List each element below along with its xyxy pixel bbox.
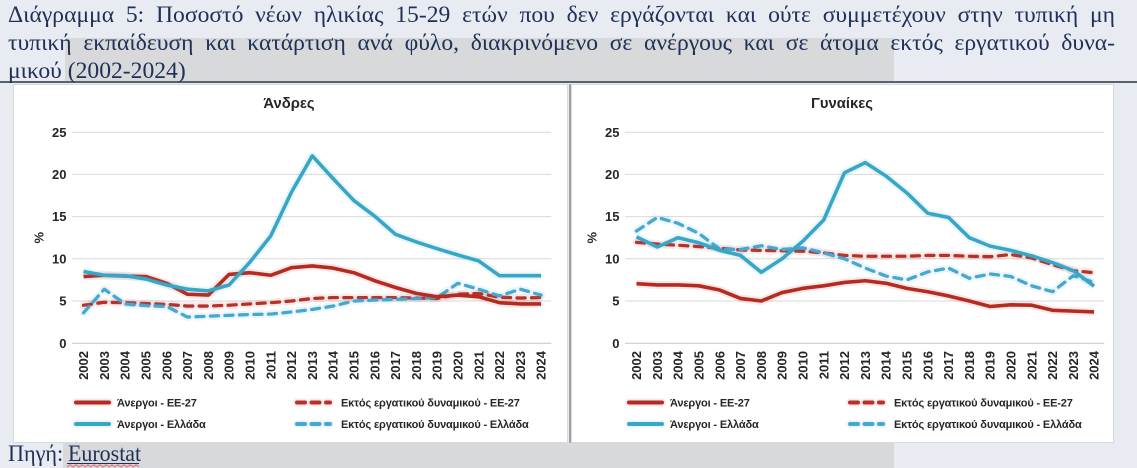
svg-text:2005: 2005 [692,351,707,380]
svg-text:2005: 2005 [139,351,154,380]
svg-text:Άνδρες: Άνδρες [263,96,315,112]
svg-text:2008: 2008 [754,351,769,380]
svg-text:Άνεργοι - ΕΕ-27: Άνεργοι - ΕΕ-27 [670,397,750,409]
svg-text:2018: 2018 [409,351,424,380]
svg-text:2010: 2010 [796,351,811,380]
svg-text:Εκτός εργατικού δυναμικού - ΕΕ: Εκτός εργατικού δυναμικού - ΕΕ-27 [341,397,520,409]
svg-text:2014: 2014 [326,350,341,380]
svg-text:10: 10 [605,251,619,266]
svg-text:2007: 2007 [180,351,195,380]
svg-text:2012: 2012 [284,351,299,380]
svg-text:2018: 2018 [962,351,977,380]
svg-text:2022: 2022 [1045,351,1060,380]
svg-text:2003: 2003 [650,351,665,380]
svg-text:Άνεργοι - Ελλάδα: Άνεργοι - Ελλάδα [117,419,206,431]
svg-text:2019: 2019 [430,351,445,380]
svg-text:2017: 2017 [388,351,403,380]
svg-text:25: 25 [605,125,619,140]
svg-text:2012: 2012 [837,351,852,380]
svg-text:2009: 2009 [775,351,790,380]
svg-text:25: 25 [52,125,66,140]
svg-text:2023: 2023 [513,351,528,380]
svg-text:2016: 2016 [920,351,935,380]
svg-text:2013: 2013 [305,351,320,380]
svg-text:Εκτός εργατικού δυναμικού - Ελ: Εκτός εργατικού δυναμικού - Ελλάδα [894,419,1082,431]
svg-text:15: 15 [52,209,66,224]
svg-text:2002: 2002 [76,351,91,380]
svg-text:2024: 2024 [534,350,549,380]
svg-text:2002: 2002 [629,351,644,380]
svg-text:2023: 2023 [1066,351,1081,380]
svg-text:2011: 2011 [263,351,278,379]
svg-text:2004: 2004 [118,350,133,380]
svg-text:20: 20 [605,167,619,182]
svg-text:2022: 2022 [492,351,507,380]
svg-text:2007: 2007 [733,351,748,380]
svg-text:2010: 2010 [243,351,258,380]
svg-text:2015: 2015 [347,351,362,380]
svg-text:2013: 2013 [858,351,873,380]
svg-text:2009: 2009 [222,351,237,380]
svg-text:2011: 2011 [816,351,831,379]
svg-text:2020: 2020 [1004,351,1019,380]
svg-text:2019: 2019 [983,351,998,380]
svg-text:Εκτός εργατικού δυναμικού - Ελ: Εκτός εργατικού δυναμικού - Ελλάδα [341,419,529,431]
svg-text:20: 20 [52,167,66,182]
svg-text:2006: 2006 [159,351,174,380]
svg-text:10: 10 [52,251,66,266]
svg-text:2015: 2015 [900,351,915,380]
svg-text:5: 5 [612,294,619,309]
svg-text:2006: 2006 [712,351,727,380]
svg-text:0: 0 [59,336,66,351]
svg-text:2021: 2021 [471,351,486,380]
svg-text:Γυναίκες: Γυναίκες [811,96,873,112]
svg-text:%: % [584,231,599,243]
svg-text:2016: 2016 [367,351,382,380]
svg-text:5: 5 [59,294,66,309]
svg-text:2020: 2020 [451,351,466,380]
svg-text:Εκτός εργατικού δυναμικού - ΕΕ: Εκτός εργατικού δυναμικού - ΕΕ-27 [894,397,1073,409]
svg-text:Άνεργοι - Ελλάδα: Άνεργοι - Ελλάδα [670,419,759,431]
svg-text:2017: 2017 [941,351,956,380]
svg-text:2003: 2003 [97,351,112,380]
svg-text:2014: 2014 [879,350,894,380]
svg-text:2024: 2024 [1087,350,1102,380]
svg-text:2004: 2004 [671,350,686,380]
svg-text:0: 0 [612,336,619,351]
svg-text:15: 15 [605,209,619,224]
svg-text:Άνεργοι - ΕΕ-27: Άνεργοι - ΕΕ-27 [117,397,197,409]
svg-text:%: % [31,231,46,243]
svg-text:2021: 2021 [1024,351,1039,380]
svg-text:2008: 2008 [201,351,216,380]
